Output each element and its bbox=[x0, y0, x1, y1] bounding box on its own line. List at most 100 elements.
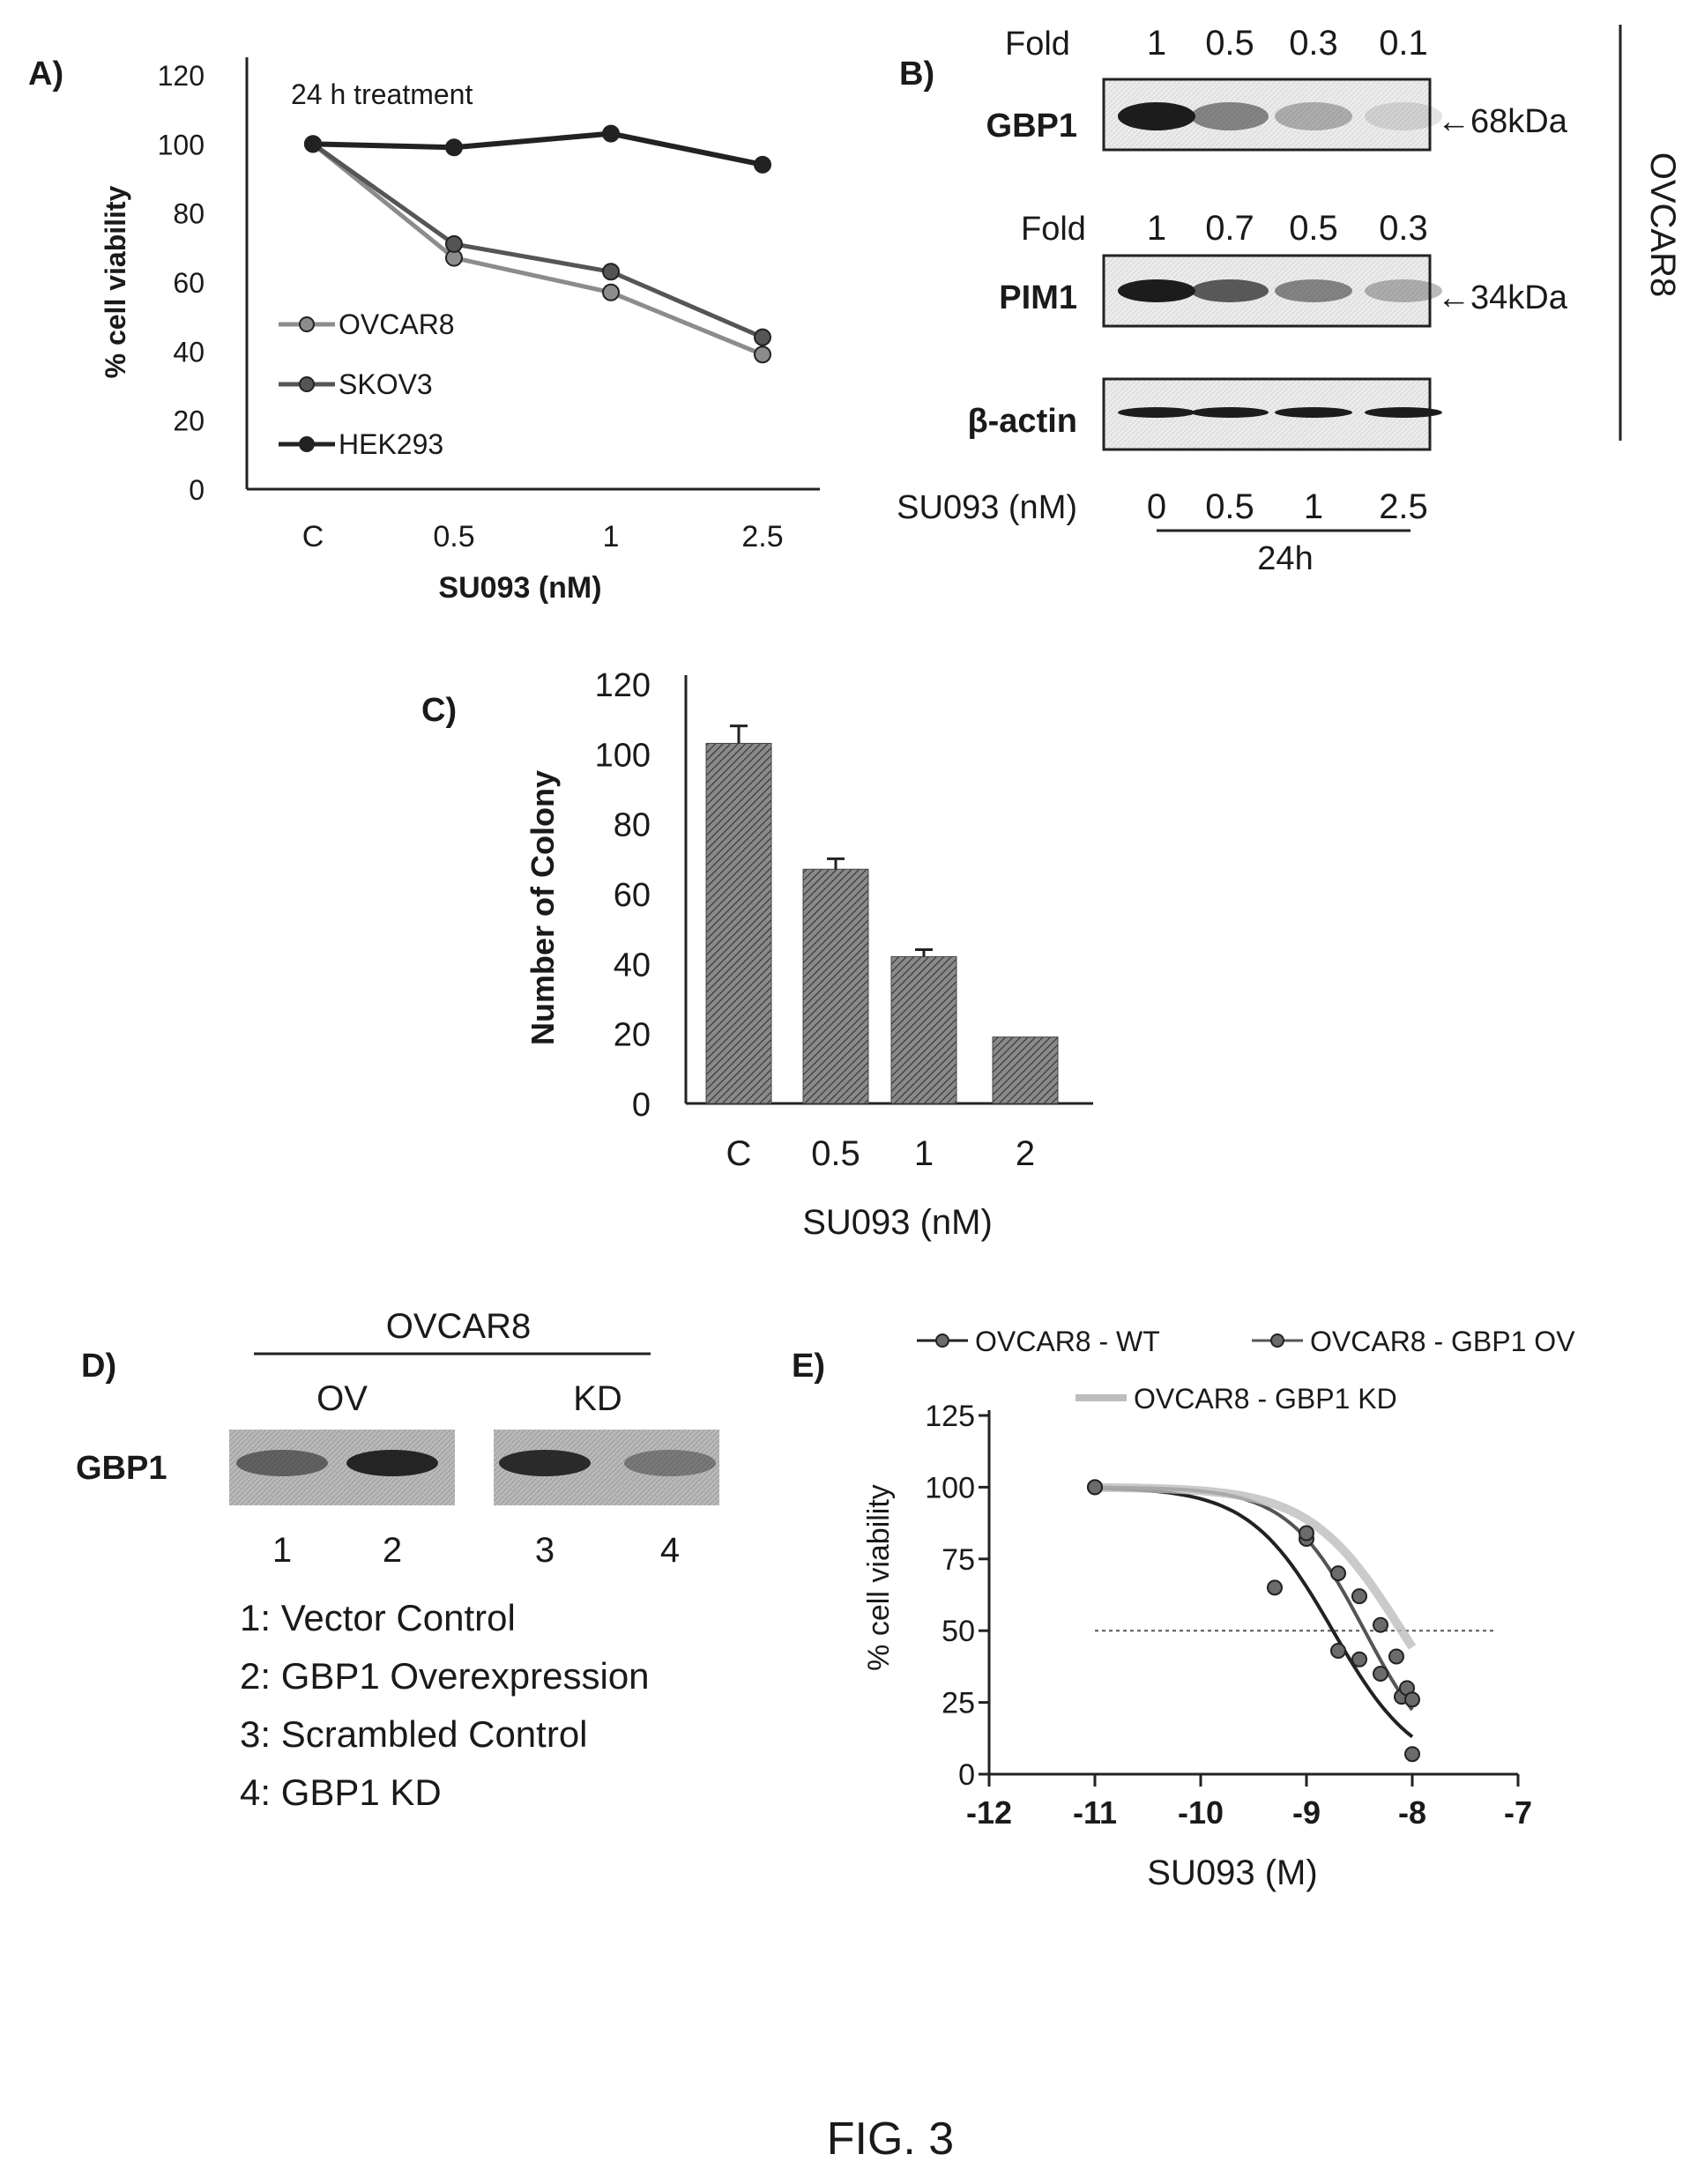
panel-e-label: E) bbox=[792, 1348, 825, 1385]
pim1-fold-label: Fold bbox=[1021, 211, 1086, 248]
panel-a-ytick-label: 20 bbox=[173, 405, 205, 437]
panel-a-series bbox=[304, 124, 771, 364]
panel-c-xtick-label: C bbox=[726, 1134, 752, 1173]
panel-a-point bbox=[754, 155, 771, 174]
panel-d-lane-number: 2 bbox=[383, 1531, 402, 1570]
gbp1-bands bbox=[1118, 102, 1442, 130]
panel-a-ytick-label: 100 bbox=[158, 129, 205, 160]
panel-a-legend: OVCAR8 SKOV3 HEK293 bbox=[279, 308, 455, 460]
panel-e-point bbox=[1087, 1479, 1103, 1496]
panel-c-ytick-label: 120 bbox=[595, 667, 651, 704]
panel-d-legend-item: 2: GBP1 Overexpression bbox=[240, 1655, 650, 1697]
actin-band-label: β-actin bbox=[967, 403, 1077, 440]
panel-e-points bbox=[1087, 1479, 1420, 1763]
panel-d-western-blot: D) OVCAR8 OV KD GBP1 1 2 3 4 1: Vector Cont… bbox=[76, 1307, 719, 1813]
panel-c-xtick-label: 1 bbox=[914, 1134, 934, 1173]
panel-e-fit-curve bbox=[1094, 1482, 1417, 1650]
panel-a-point bbox=[445, 138, 463, 157]
gbp1-bands-band bbox=[1191, 102, 1269, 130]
pim1-bands bbox=[1118, 279, 1442, 302]
panel-e-ytick-label: 50 bbox=[942, 1615, 975, 1648]
gbp1-size-label: ←68kDa bbox=[1437, 103, 1568, 140]
actin-bands-band bbox=[1118, 407, 1195, 418]
panel-a-ylabel: % cell viability bbox=[100, 185, 131, 378]
panel-e-xlabel: SU093 (M) bbox=[1147, 1853, 1317, 1892]
panel-d-lane-number: 1 bbox=[272, 1531, 292, 1570]
panel-a-xtick-label: 1 bbox=[603, 520, 620, 553]
panel-e-legend-label: OVCAR8 - GBP1 OV bbox=[1310, 1326, 1575, 1357]
panel-e-point bbox=[1388, 1648, 1404, 1665]
actin-bands-band bbox=[1191, 407, 1269, 418]
panel-c-bar bbox=[992, 1036, 1059, 1104]
gbp1-fold-value: 0.5 bbox=[1205, 24, 1254, 63]
panel-e-point bbox=[1299, 1525, 1314, 1541]
panel-c-ytick-label: 60 bbox=[614, 877, 651, 914]
pim1-fold-values: 1 0.7 0.5 0.3 bbox=[1147, 209, 1428, 248]
panel-a-legend-marker bbox=[299, 436, 315, 452]
panel-a-legend-label: HEK293 bbox=[339, 428, 443, 460]
panel-a-series-line bbox=[311, 142, 763, 339]
cell-line-label: OVCAR8 bbox=[1643, 152, 1682, 298]
panel-a-series-line bbox=[312, 130, 763, 167]
panel-a-xtick-label: 2.5 bbox=[741, 520, 783, 553]
panel-d-lane-number: 3 bbox=[535, 1531, 555, 1570]
panel-e-legend-label: OVCAR8 - GBP1 KD bbox=[1134, 1383, 1397, 1415]
panel-a-point bbox=[754, 345, 771, 364]
gbp1-fold-value: 0.1 bbox=[1379, 24, 1428, 63]
panel-e-point bbox=[1404, 1746, 1420, 1763]
panel-e-ylabel: % cell viability bbox=[862, 1484, 896, 1671]
panel-e-legend-marker bbox=[935, 1333, 949, 1348]
panel-e-legend-marker bbox=[1270, 1333, 1284, 1348]
panel-e-xtick-label: -7 bbox=[1504, 1794, 1532, 1831]
panel-d-legend-item: 3: Scrambled Control bbox=[240, 1713, 588, 1755]
gbp1-band-label: GBP1 bbox=[986, 108, 1077, 145]
gbp1-fold-value: 0.3 bbox=[1289, 24, 1338, 63]
panel-c-ytick-label: 100 bbox=[595, 737, 651, 774]
panel-a-legend-label: SKOV3 bbox=[339, 368, 433, 400]
dose-values: 0 0.5 1 2.5 bbox=[1147, 487, 1428, 526]
panel-d-group-ov: OV bbox=[316, 1379, 368, 1418]
pim1-fold-value: 0.7 bbox=[1205, 209, 1254, 248]
panel-a-ytick-label: 120 bbox=[158, 60, 205, 92]
panel-e-point bbox=[1351, 1651, 1367, 1668]
panel-c-bar bbox=[705, 742, 772, 1104]
gbp1-fold-label: Fold bbox=[1005, 26, 1070, 63]
panel-d-group-kd: KD bbox=[573, 1379, 622, 1418]
panel-e-axes: 0 25 50 75 100 125 -12 -11 -10 -9 -8 -7 bbox=[925, 1400, 1532, 1831]
dose-value: 2.5 bbox=[1379, 487, 1428, 526]
panel-d-lane-number: 4 bbox=[660, 1531, 680, 1570]
panel-a-ytick-label: 80 bbox=[173, 198, 205, 230]
panel-b-label: B) bbox=[899, 56, 934, 93]
dose-value: 1 bbox=[1304, 487, 1323, 526]
panel-e-ytick-label: 25 bbox=[942, 1687, 975, 1720]
panel-e-ytick-label: 75 bbox=[942, 1543, 975, 1577]
gbp1-bands-band bbox=[1365, 102, 1442, 130]
panel-e-ytick-label: 100 bbox=[925, 1471, 975, 1504]
panel-c-bars: C 0.5 1 2 bbox=[705, 724, 1059, 1173]
panel-d-label: D) bbox=[81, 1348, 116, 1385]
time-label: 24h bbox=[1257, 540, 1313, 577]
dose-value: 0.5 bbox=[1205, 487, 1254, 526]
panel-e-point bbox=[1351, 1588, 1367, 1605]
panel-a-xtick-label: C bbox=[302, 520, 324, 553]
panel-d-band bbox=[499, 1450, 591, 1476]
panel-a-label: A) bbox=[28, 56, 63, 93]
panel-c-xtick-label: 0.5 bbox=[811, 1134, 860, 1173]
panel-a-annotation: 24 h treatment bbox=[291, 78, 473, 110]
actin-bands-band bbox=[1275, 407, 1352, 418]
panel-e-xtick-label: -10 bbox=[1178, 1794, 1224, 1831]
panel-a-point bbox=[602, 124, 620, 143]
panel-c-ytick-label: 40 bbox=[614, 947, 651, 984]
pim1-fold-value: 0.3 bbox=[1379, 209, 1428, 248]
panel-a-point bbox=[602, 263, 620, 281]
panel-a-legend-marker bbox=[299, 316, 315, 332]
panel-d-band bbox=[624, 1450, 716, 1476]
pim1-fold-value: 0.5 bbox=[1289, 209, 1338, 248]
panel-c-label: C) bbox=[421, 692, 457, 729]
panel-a-axes: 0 20 40 60 80 100 120 C 0.5 1 2.5 bbox=[158, 57, 820, 553]
pim1-fold-value: 1 bbox=[1147, 209, 1166, 248]
panel-a-legend-label: OVCAR8 bbox=[339, 308, 455, 340]
panel-c-ylabel: Number of Colony bbox=[525, 770, 561, 1045]
panel-d-bands bbox=[236, 1450, 716, 1476]
pim1-bands-band bbox=[1191, 279, 1269, 302]
